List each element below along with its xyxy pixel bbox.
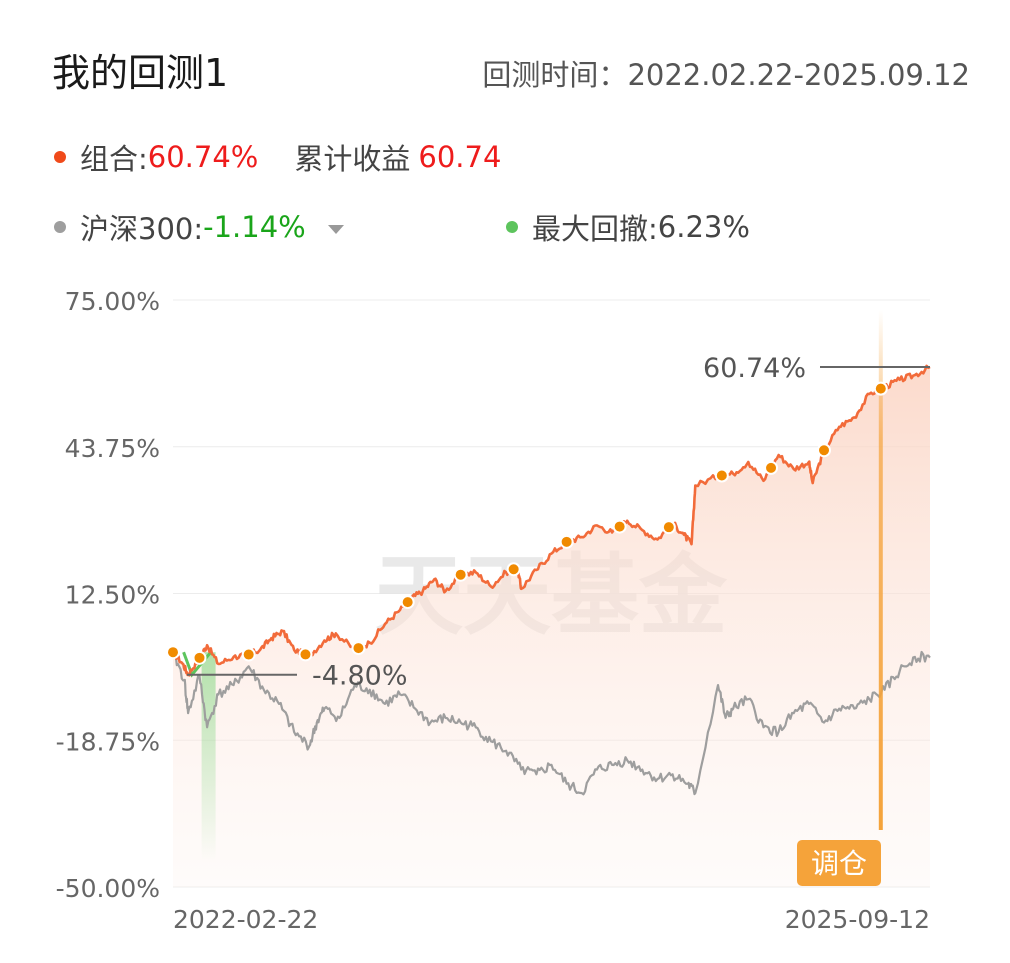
y-tick-label: 12.50% bbox=[65, 581, 160, 610]
rebalance-line bbox=[878, 310, 883, 830]
rebalance-marker bbox=[241, 647, 256, 662]
rebalance-marker bbox=[506, 562, 521, 577]
benchmark-label: 沪深300: bbox=[80, 212, 204, 246]
legend-drawdown: 最大回撤: 6.23% bbox=[506, 206, 750, 248]
cum-return-value: 60.74 bbox=[418, 140, 502, 174]
rebalance-marker bbox=[351, 641, 366, 656]
marker-layer bbox=[166, 381, 888, 665]
page-title: 我的回测1 bbox=[52, 51, 229, 95]
benchmark-line bbox=[172, 650, 931, 796]
rebalance-marker bbox=[192, 650, 207, 665]
drawdown-label: 最大回撤: bbox=[532, 212, 658, 246]
rebalance-marker bbox=[453, 567, 468, 582]
rebalance-label: 调仓 bbox=[811, 847, 867, 880]
y-tick-label: -50.00% bbox=[56, 874, 160, 903]
drawdown-value: 6.23% bbox=[657, 210, 750, 244]
y-tick-label: 75.00% bbox=[65, 287, 160, 316]
rebalance-marker bbox=[166, 645, 180, 660]
portfolio-label: 组合: bbox=[80, 142, 148, 176]
rebalance-marker bbox=[714, 468, 729, 483]
rebalance-marker bbox=[612, 519, 627, 534]
drawdown-band bbox=[201, 652, 216, 863]
rebalance-marker bbox=[298, 647, 313, 662]
axis-layer: 75.00% 43.75% 12.50% -18.75% -50.00% 2022-02-… bbox=[56, 287, 930, 934]
line-layer bbox=[172, 364, 931, 796]
cum-return-label: 累计收益 bbox=[294, 142, 411, 176]
y-tick-label: 43.75% bbox=[65, 434, 160, 463]
min-annotation-label: -4.80% bbox=[312, 661, 408, 692]
annotation-layer: 60.74% -4.80% bbox=[187, 353, 930, 692]
legend-benchmark[interactable]: 沪深300: -1.14% bbox=[54, 206, 344, 248]
benchmark-value: -1.14% bbox=[203, 210, 306, 244]
period-value: 2022.02.22-2025.09.12 bbox=[627, 58, 970, 92]
rebalance-marker bbox=[559, 534, 574, 549]
y-tick-label: -18.75% bbox=[56, 727, 160, 756]
portfolio-area bbox=[173, 365, 930, 887]
portfolio-value: 60.74% bbox=[147, 140, 259, 174]
rebalance-marker bbox=[661, 520, 676, 535]
x-end-label: 2025-09-12 bbox=[785, 905, 930, 934]
legend-portfolio: 组合: 60.74% 累计收益 60.74 bbox=[54, 136, 501, 178]
rebalance-layer[interactable]: 调仓 bbox=[797, 310, 883, 886]
rebalance-marker bbox=[817, 443, 832, 458]
x-start-label: 2022-02-22 bbox=[173, 905, 318, 934]
drawdown-dot bbox=[506, 221, 518, 233]
chevron-down-icon[interactable] bbox=[327, 224, 344, 234]
rebalance-badge[interactable] bbox=[797, 840, 881, 886]
max-annotation-label: 60.74% bbox=[703, 353, 806, 384]
rebalance-marker bbox=[873, 381, 888, 396]
portfolio-line bbox=[172, 364, 931, 677]
period-label: 回测时间： bbox=[482, 58, 628, 92]
backtest-period: 回测时间：2022.02.22-2025.09.12 bbox=[482, 52, 970, 94]
benchmark-dot bbox=[54, 221, 66, 233]
area-layer bbox=[173, 365, 930, 887]
portfolio-dot bbox=[54, 151, 66, 163]
rebalance-marker bbox=[400, 595, 415, 610]
rebalance-marker bbox=[764, 460, 779, 475]
